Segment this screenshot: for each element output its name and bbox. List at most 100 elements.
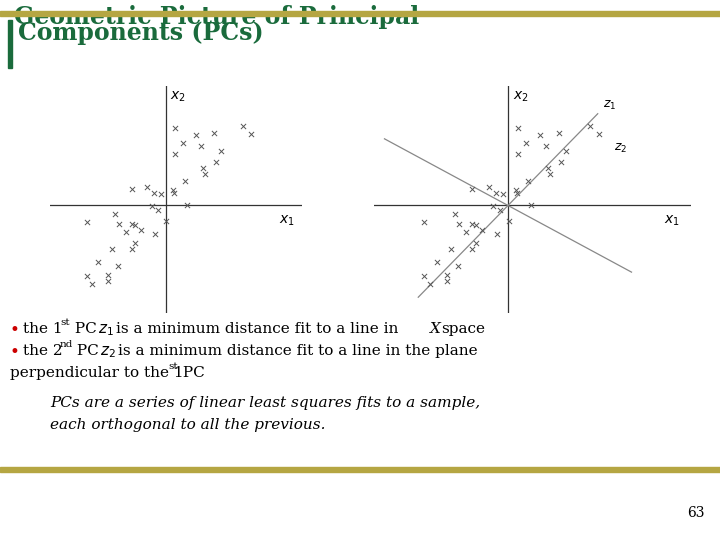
Point — [81, 271, 93, 280]
Point — [445, 245, 456, 254]
Point — [470, 221, 482, 230]
Point — [146, 201, 158, 210]
Point — [419, 271, 431, 280]
Text: st: st — [168, 362, 178, 371]
Point — [135, 226, 146, 234]
Point — [114, 219, 125, 228]
Point — [593, 130, 604, 139]
Point — [81, 217, 92, 226]
Text: •: • — [10, 344, 20, 361]
Point — [237, 122, 248, 131]
Point — [102, 271, 114, 280]
Point — [208, 129, 220, 137]
Text: Components (PCs): Components (PCs) — [18, 21, 264, 45]
Text: is a minimum distance fit to a line in: is a minimum distance fit to a line in — [116, 322, 398, 336]
Point — [522, 177, 534, 186]
Point — [534, 131, 546, 140]
Text: PC: PC — [70, 322, 96, 336]
Point — [554, 129, 565, 137]
Point — [196, 142, 207, 151]
Text: Geometric Picture of Principal: Geometric Picture of Principal — [14, 5, 419, 29]
Text: •: • — [10, 322, 20, 339]
Point — [525, 201, 536, 210]
Point — [510, 186, 522, 195]
Text: nd: nd — [60, 340, 73, 349]
Text: $z_2$: $z_2$ — [614, 141, 628, 155]
Text: PCs are a series of linear least squares fits to a sample,: PCs are a series of linear least squares… — [50, 396, 480, 410]
Point — [199, 170, 210, 178]
Point — [431, 258, 443, 267]
Point — [120, 228, 132, 237]
Text: X: X — [430, 322, 441, 336]
Point — [215, 146, 226, 155]
Point — [106, 245, 117, 254]
Point — [148, 188, 160, 197]
Point — [112, 262, 124, 271]
Text: $x_1$: $x_1$ — [664, 213, 680, 228]
Point — [521, 139, 532, 148]
Text: is a minimum distance fit to a line in the plane: is a minimum distance fit to a line in t… — [118, 344, 477, 358]
Point — [210, 158, 221, 167]
Point — [168, 189, 180, 198]
Point — [487, 201, 499, 210]
Text: perpendicular to the 1: perpendicular to the 1 — [10, 366, 184, 380]
Point — [130, 221, 141, 230]
Point — [497, 190, 508, 199]
Text: st: st — [60, 318, 70, 327]
Point — [126, 220, 138, 228]
Point — [490, 188, 501, 197]
Point — [152, 205, 163, 214]
Text: $z_1$: $z_1$ — [603, 99, 617, 112]
Point — [513, 124, 524, 132]
Point — [560, 146, 572, 155]
Point — [190, 131, 202, 140]
Text: $z_2$: $z_2$ — [100, 344, 116, 360]
Point — [503, 217, 514, 226]
Point — [424, 279, 436, 288]
Text: $x_2$: $x_2$ — [170, 89, 186, 104]
Point — [483, 183, 495, 192]
Point — [544, 170, 555, 178]
Point — [246, 130, 257, 139]
Point — [453, 219, 464, 228]
Point — [126, 185, 138, 194]
Point — [109, 210, 121, 219]
Point — [126, 245, 138, 254]
Point — [169, 124, 181, 132]
Point — [181, 201, 193, 210]
Point — [197, 163, 209, 172]
Point — [130, 239, 141, 247]
Point — [418, 217, 430, 226]
Point — [494, 205, 505, 214]
Point — [441, 271, 453, 280]
Text: $x_2$: $x_2$ — [513, 89, 528, 104]
Text: the 1: the 1 — [23, 322, 63, 336]
Point — [452, 262, 464, 271]
Point — [511, 189, 523, 198]
Point — [467, 245, 478, 254]
Point — [449, 210, 461, 219]
Point — [102, 276, 114, 285]
Point — [155, 190, 166, 199]
Point — [177, 139, 189, 148]
Point — [169, 149, 181, 158]
Text: $x_1$: $x_1$ — [279, 213, 295, 228]
Point — [584, 122, 595, 131]
Text: space: space — [441, 322, 485, 336]
Text: 63: 63 — [688, 506, 705, 520]
Point — [168, 186, 179, 195]
Bar — [0, 11, 720, 16]
Text: $z_1$: $z_1$ — [98, 322, 114, 338]
Point — [476, 226, 487, 234]
Point — [93, 258, 104, 267]
Point — [467, 220, 478, 228]
Text: PC: PC — [72, 344, 99, 358]
Text: PC: PC — [178, 366, 204, 380]
Point — [470, 239, 482, 247]
Point — [491, 230, 503, 239]
Point — [540, 142, 552, 151]
Point — [161, 217, 172, 226]
Point — [467, 185, 478, 194]
Point — [142, 183, 153, 192]
Point — [461, 228, 472, 237]
